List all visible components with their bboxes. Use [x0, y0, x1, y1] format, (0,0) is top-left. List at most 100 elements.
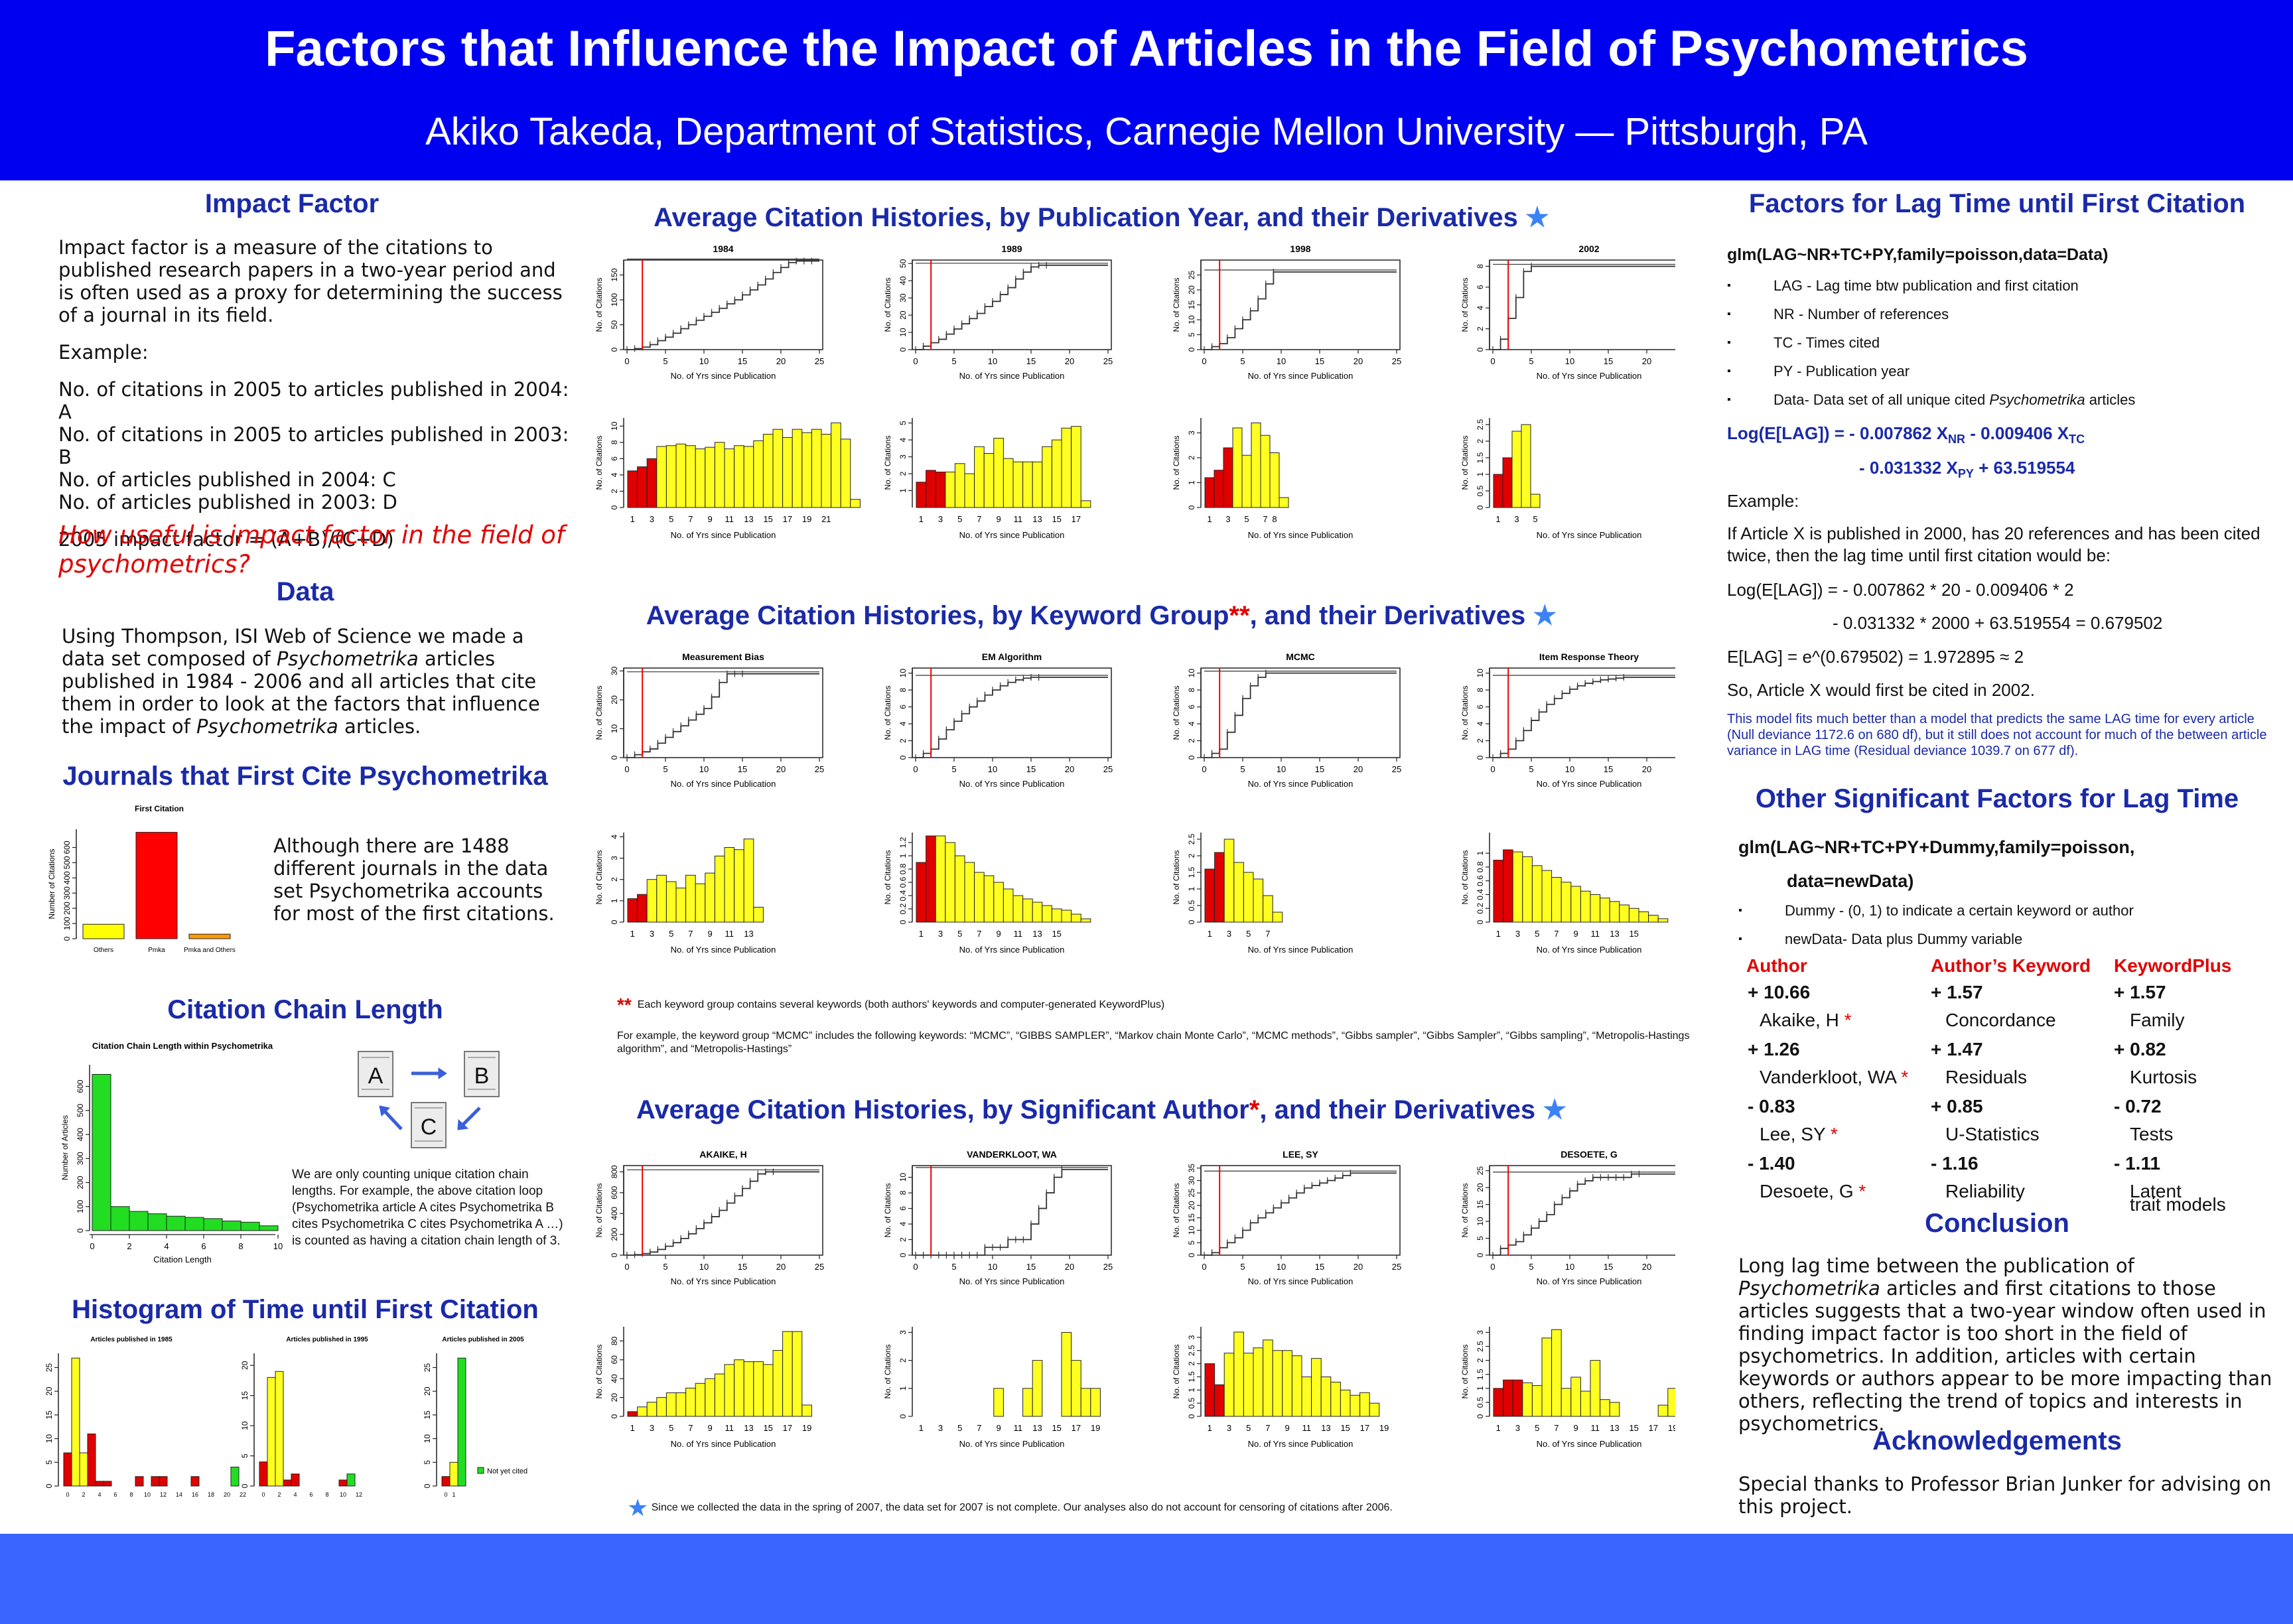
- keywordplus-name: Tests: [2130, 1124, 2174, 1144]
- author-heading-mark: *: [1249, 1095, 1260, 1124]
- y-tick-label: 3: [1187, 1335, 1196, 1339]
- bar: [1369, 1402, 1380, 1417]
- bar: [743, 446, 754, 508]
- x-axis-label: No. of Yrs since Publication: [1537, 371, 1642, 381]
- bar: [1012, 461, 1024, 508]
- keyword-note: ** Each keyword group contains several k…: [617, 996, 1712, 1014]
- y-tick-label: 0.8: [1476, 861, 1485, 872]
- x-tick-label: 7: [688, 929, 693, 939]
- impact-question: How useful is impact factor in the field…: [58, 521, 565, 578]
- y-tick-label: 2: [1476, 738, 1485, 743]
- conclusion-em: Psychometrika: [1738, 1277, 1880, 1300]
- y-axis-label: No. of Citations: [883, 435, 892, 490]
- bar: [63, 1452, 72, 1487]
- bar: [705, 872, 715, 923]
- y-tick-label: 0: [1187, 1252, 1196, 1257]
- plot-frame: [1489, 667, 1675, 758]
- y-axis-label: No. of Citations: [594, 435, 604, 490]
- bar: [82, 923, 125, 939]
- bar: [1580, 890, 1591, 923]
- bar: [1012, 895, 1024, 923]
- x-tick-label: 20: [1354, 356, 1363, 366]
- x-tick-label: 16: [192, 1491, 198, 1498]
- x-tick-label: 25: [1103, 764, 1113, 774]
- y-tick-label: 0: [610, 755, 619, 760]
- keyword-name: Concordance: [1945, 1010, 2056, 1030]
- y-tick-label: 6: [1187, 705, 1196, 709]
- y-tick-label: 0: [1476, 1414, 1485, 1418]
- bar: [222, 1221, 242, 1231]
- y-axis-label: No. of Citations: [1172, 435, 1181, 490]
- keyword-note-mark: **: [617, 994, 632, 1015]
- cumulative-line: [627, 673, 819, 758]
- x-tick-label: 0: [1202, 356, 1206, 366]
- citation-loop-diagram: A B C: [358, 1051, 500, 1148]
- y-tick-label: 0.4: [1476, 889, 1485, 900]
- y-tick-label: 4: [1476, 306, 1485, 310]
- x-tick-label: 4: [98, 1491, 101, 1498]
- bar: [1511, 431, 1522, 508]
- keywordplus-coefficient: - 1.11: [2114, 1153, 2161, 1174]
- bar: [110, 1206, 130, 1231]
- y-tick-label: 0: [898, 755, 908, 760]
- panel-title: 2002: [1578, 243, 1599, 254]
- data-text-3: articles.: [338, 715, 421, 738]
- plot-frame: [623, 667, 823, 758]
- x-tick-label: 0: [1490, 764, 1495, 774]
- author-mark: *: [1825, 1124, 1838, 1144]
- y-tick-label: 2: [898, 471, 908, 476]
- y-tick-label: 30: [610, 666, 619, 675]
- bar: [1263, 1339, 1273, 1417]
- x-tick-label: 13: [744, 929, 753, 939]
- conclusion-heading: Conclusion: [1925, 1209, 2069, 1238]
- bar: [1051, 439, 1062, 508]
- x-tick-label: 7: [1265, 929, 1270, 939]
- y-tick-label: 0.4: [898, 890, 908, 901]
- bar: [1243, 872, 1254, 923]
- lag-equation-2: - 0.031332 XPY + 63.519554: [1859, 458, 2075, 481]
- bar: [637, 466, 648, 508]
- x-tick-label: 15: [763, 514, 772, 524]
- y-tick-label: 0: [1187, 505, 1196, 509]
- bar: [743, 839, 754, 923]
- bar: [695, 1383, 706, 1417]
- x-tick-label: 3: [938, 1423, 943, 1433]
- x-tick-label: 7: [977, 514, 981, 524]
- x-tick-label: 25: [815, 764, 824, 774]
- x-tick-label: 11: [1591, 929, 1600, 939]
- x-tick-label: 0: [90, 1241, 94, 1251]
- bar: [1531, 865, 1543, 923]
- x-tick-label: 3: [1515, 929, 1520, 939]
- y-tick-label: 40: [610, 1374, 619, 1383]
- bar: [1667, 1388, 1675, 1417]
- bar: [675, 443, 687, 508]
- bar: [1233, 1331, 1244, 1417]
- bar: [974, 872, 985, 923]
- y-tick-label: 3: [898, 1330, 908, 1335]
- bar: [135, 1476, 144, 1487]
- x-tick-label: 1: [630, 514, 635, 524]
- bar: [916, 482, 927, 508]
- bar: [1493, 860, 1504, 923]
- y-tick-label: 10: [898, 669, 908, 678]
- y-tick-label: 1.5: [1187, 866, 1196, 878]
- x-tick-label: 1: [1208, 1423, 1212, 1433]
- y-tick-label: 8: [610, 440, 619, 444]
- y-tick-label: 4: [898, 437, 908, 442]
- lag-example-5: So, Article X would first be cited in 20…: [1727, 680, 2035, 700]
- y-tick-label: 25: [1187, 1188, 1196, 1197]
- other-bullet-newdata: newData- Data plus Dummy variable: [1738, 931, 2269, 948]
- x-tick-label: 1: [452, 1491, 455, 1498]
- x-tick-label: 13: [744, 514, 753, 524]
- x-tick-label: 11: [725, 929, 734, 939]
- panel-title: Articles published in 1995: [286, 1336, 368, 1343]
- x-tick-label: 10: [273, 1241, 283, 1251]
- x-tick-label: 3: [1227, 1423, 1231, 1433]
- bar: [87, 1433, 96, 1487]
- histogram-panel: Articles published in 1985 0 5 10 15 20 25 0 2 4 6…: [44, 1336, 246, 1498]
- bar: [665, 1392, 677, 1417]
